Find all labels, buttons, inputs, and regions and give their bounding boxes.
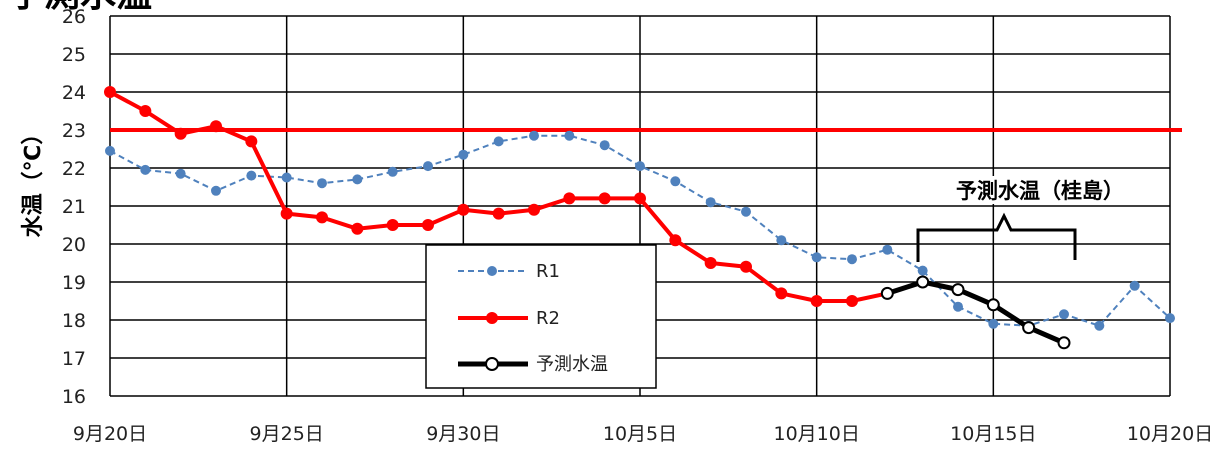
data-point <box>386 219 399 231</box>
data-point <box>1165 313 1175 324</box>
data-point <box>139 105 152 117</box>
legend-forecast-label: 予測水温 <box>536 354 608 375</box>
data-point <box>776 235 787 246</box>
data-point <box>105 145 115 156</box>
data-point <box>882 244 893 255</box>
data-point <box>988 318 999 329</box>
data-point <box>280 207 293 220</box>
data-point <box>281 172 292 183</box>
data-point <box>986 298 1000 312</box>
y-tick-label: 17 <box>62 348 86 370</box>
chart-title: 予測水温 <box>8 0 152 15</box>
data-point <box>351 222 364 235</box>
data-point <box>457 203 470 216</box>
data-point <box>916 275 930 289</box>
y-tick-label: 25 <box>62 44 86 66</box>
data-point <box>528 203 540 216</box>
annotation-background <box>934 176 1148 204</box>
data-point <box>104 86 116 98</box>
data-point <box>635 161 645 172</box>
legend-r1-marker <box>487 266 497 276</box>
legend-item-forecast: 予測水温 <box>458 354 608 375</box>
y-tick-label: 16 <box>62 386 86 408</box>
data-point <box>880 286 894 300</box>
data-point <box>847 254 857 265</box>
legend-forecast-marker <box>485 357 499 371</box>
data-point <box>953 301 963 312</box>
x-tick-label: 10月10日 <box>773 423 859 445</box>
data-point <box>492 207 505 220</box>
data-point <box>563 192 576 205</box>
legend-r2-marker <box>486 312 498 324</box>
x-tick-label: 9月25日 <box>250 423 324 445</box>
data-point <box>705 197 716 208</box>
legend-r2-label: R2 <box>536 308 560 329</box>
series-layer <box>104 86 1175 350</box>
y-tick-label: 21 <box>62 196 86 218</box>
data-point <box>493 136 504 147</box>
legend-item-r2: R2 <box>458 308 560 329</box>
data-point <box>704 257 717 269</box>
legend: R1 R2 予測水温 <box>425 244 657 389</box>
annotation-brace <box>916 212 1077 262</box>
data-point <box>317 178 327 189</box>
data-point <box>246 170 257 181</box>
y-tick-label: 18 <box>62 310 86 332</box>
legend-r1-label: R1 <box>536 261 560 282</box>
x-tick-label: 10月20日 <box>1127 423 1213 445</box>
x-tick-label: 10月5日 <box>603 423 677 445</box>
data-point <box>846 295 858 307</box>
annotation-text: 予測水温（桂島） <box>956 179 1124 203</box>
data-point <box>210 120 222 133</box>
series-r2 <box>104 86 894 307</box>
x-tick-label: 9月20日 <box>73 423 147 445</box>
legend-item-r1: R1 <box>458 261 560 282</box>
data-point <box>740 260 752 273</box>
data-point <box>211 185 221 196</box>
series-r1 <box>105 130 1175 331</box>
data-point <box>741 206 751 217</box>
y-tick-label: 23 <box>62 120 86 142</box>
data-point <box>599 140 610 151</box>
data-point <box>352 174 363 185</box>
data-point <box>1059 309 1069 320</box>
data-point <box>422 219 434 231</box>
x-tick-label: 9月30日 <box>426 423 500 445</box>
data-point <box>917 265 928 276</box>
data-point <box>775 287 788 300</box>
data-point <box>1129 280 1140 291</box>
data-point <box>670 176 681 187</box>
x-tick-label: 10月15日 <box>950 423 1036 445</box>
data-point <box>387 166 398 177</box>
y-axis-label: 水温（℃） <box>21 123 46 238</box>
data-point <box>245 135 258 148</box>
y-tick-label: 20 <box>62 234 86 256</box>
data-point <box>458 149 469 160</box>
data-point <box>174 127 187 140</box>
data-point <box>1057 336 1071 350</box>
data-point <box>810 295 823 307</box>
data-point <box>634 192 646 205</box>
data-point <box>140 164 151 175</box>
forecast-annotation: 予測水温（桂島） <box>916 176 1148 262</box>
y-tick-label: 22 <box>62 158 86 180</box>
data-point <box>564 130 575 141</box>
data-point <box>811 252 822 263</box>
y-tick-label: 24 <box>62 82 86 104</box>
y-tick-label: 19 <box>62 272 86 294</box>
data-point <box>669 234 682 247</box>
axis-labels: 16 17 18 19 20 21 22 23 24 25 26 9月20日 9月25日 9月30日 10月… <box>62 6 1213 445</box>
data-point <box>951 283 965 297</box>
y-tick-label: 26 <box>62 6 86 28</box>
data-point <box>316 211 328 224</box>
data-point <box>598 192 611 205</box>
data-point <box>1094 320 1105 331</box>
series-forecast <box>880 275 1071 350</box>
data-point <box>423 161 433 172</box>
data-point <box>175 168 186 179</box>
data-point <box>1022 321 1036 335</box>
data-point <box>529 130 539 141</box>
